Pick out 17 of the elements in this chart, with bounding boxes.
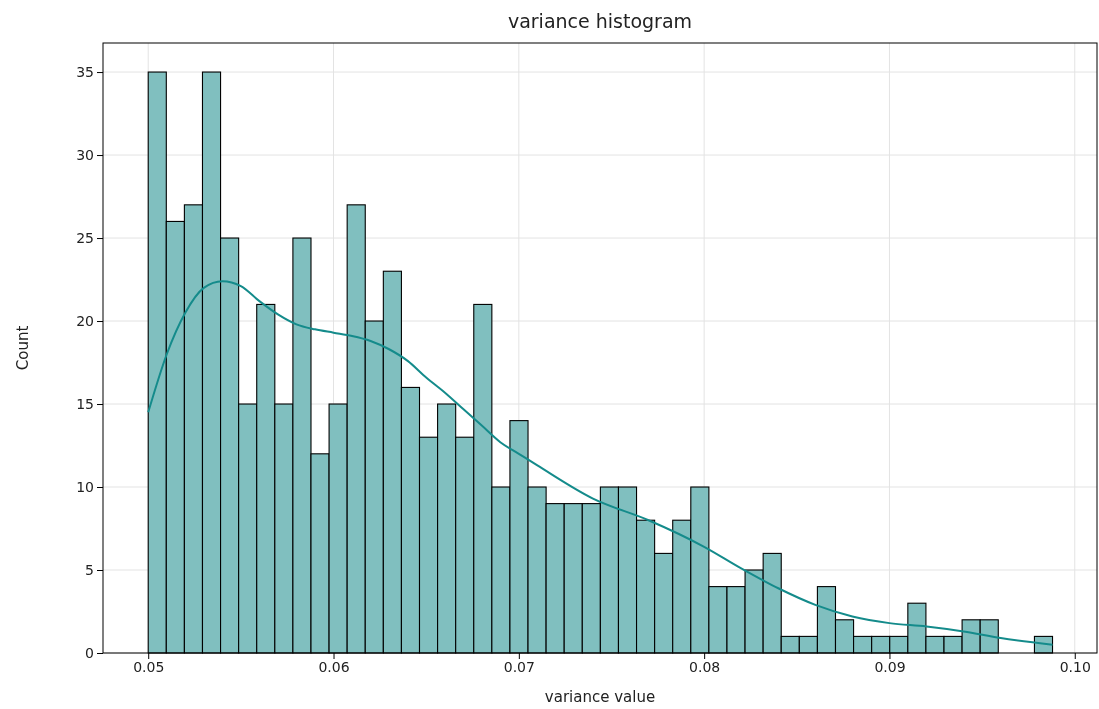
- y-tick-label: 10: [76, 478, 94, 495]
- y-tick-label: 25: [76, 230, 94, 247]
- y-tick-label: 5: [85, 561, 94, 578]
- y-tick-label: 0: [85, 644, 94, 661]
- y-axis-title: Count: [14, 325, 32, 371]
- x-tick-label: 0.06: [318, 658, 350, 675]
- chart-title: variance histogram: [507, 10, 693, 32]
- x-tick-label: 0.09: [874, 658, 906, 675]
- y-tick-label: 20: [76, 313, 94, 330]
- x-tick-label: 0.10: [1059, 658, 1091, 675]
- y-tick-label: 35: [76, 64, 94, 81]
- x-axis-title: variance value: [544, 688, 656, 706]
- x-tick-label: 0.07: [503, 658, 535, 675]
- x-tick-label: 0.05: [133, 658, 165, 675]
- x-tick-label: 0.08: [689, 658, 721, 675]
- y-tick-label: 30: [76, 147, 94, 164]
- y-tick-label: 15: [76, 396, 94, 412]
